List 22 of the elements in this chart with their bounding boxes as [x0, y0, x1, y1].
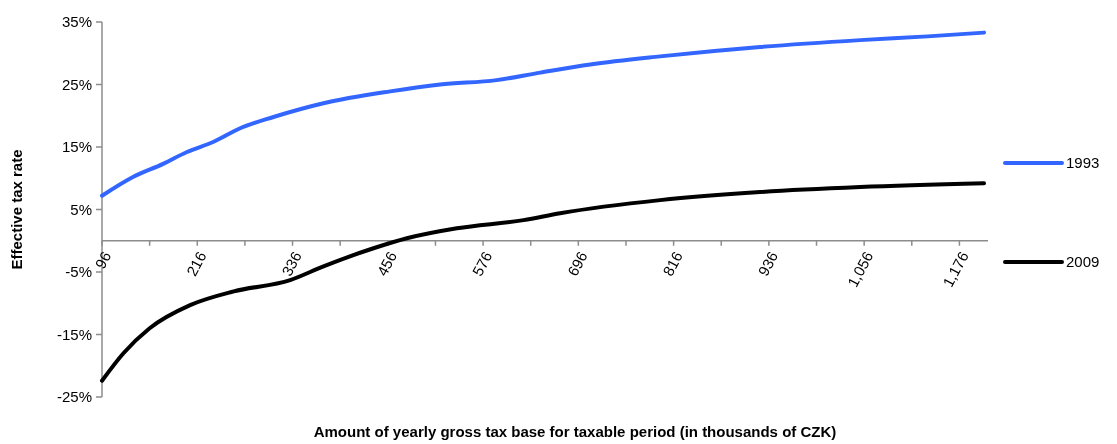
y-tick-label: -5%	[65, 263, 92, 281]
x-tick-label: 816	[659, 248, 686, 279]
x-tick-label: 456	[373, 248, 401, 279]
y-tick-label: 5%	[70, 200, 92, 218]
x-tick-label: 216	[182, 248, 210, 279]
line-series	[100, 30, 987, 198]
x-tick-label: 696	[563, 248, 591, 279]
x-tick-label: 1,056	[843, 248, 877, 290]
x-tick-label: 1,176	[939, 248, 972, 290]
y-tick-label: 35%	[61, 13, 92, 31]
x-tick-label: 576	[468, 248, 496, 279]
y-tick-label: -25%	[56, 388, 92, 406]
legend-label: 2009	[1066, 253, 1100, 271]
y-tick-label: -15%	[56, 325, 92, 343]
legend-label: 1993	[1066, 154, 1100, 172]
y-tick-label: 15%	[61, 138, 92, 156]
x-tick-label: 936	[754, 248, 782, 279]
x-tick-label: 336	[278, 248, 305, 279]
y-tick-label: 25%	[61, 75, 92, 93]
x-tick-label: 96	[91, 248, 115, 272]
x-axis-title: Amount of yearly gross tax base for taxable period (in thousands of CZK)	[313, 423, 837, 440]
y-axis-title: Effective tax rate	[8, 149, 25, 270]
